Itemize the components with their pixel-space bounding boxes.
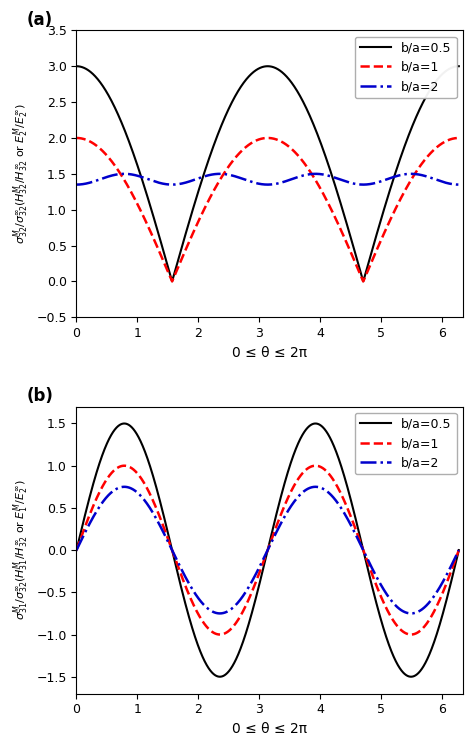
Y-axis label: $\sigma_{32}^M/\sigma_{32}^\infty(H_{32}^M/H_{32}^\infty$ or $E_2^M/E_2^\infty)$: $\sigma_{32}^M/\sigma_{32}^\infty(H_{32}… xyxy=(11,104,31,244)
X-axis label: 0 ≤ θ ≤ 2π: 0 ≤ θ ≤ 2π xyxy=(232,346,307,359)
Y-axis label: $\sigma_{31}^M/\sigma_{32}^\infty(H_{31}^M/H_{32}^\infty$ or $E_1^M/E_2^\infty)$: $\sigma_{31}^M/\sigma_{32}^\infty(H_{31}… xyxy=(11,480,31,621)
Legend: b/a=0.5, b/a=1, b/a=2: b/a=0.5, b/a=1, b/a=2 xyxy=(355,413,456,474)
Text: (a): (a) xyxy=(26,10,53,28)
Legend: b/a=0.5, b/a=1, b/a=2: b/a=0.5, b/a=1, b/a=2 xyxy=(355,37,456,98)
X-axis label: 0 ≤ θ ≤ 2π: 0 ≤ θ ≤ 2π xyxy=(232,722,307,736)
Text: (b): (b) xyxy=(26,387,53,405)
